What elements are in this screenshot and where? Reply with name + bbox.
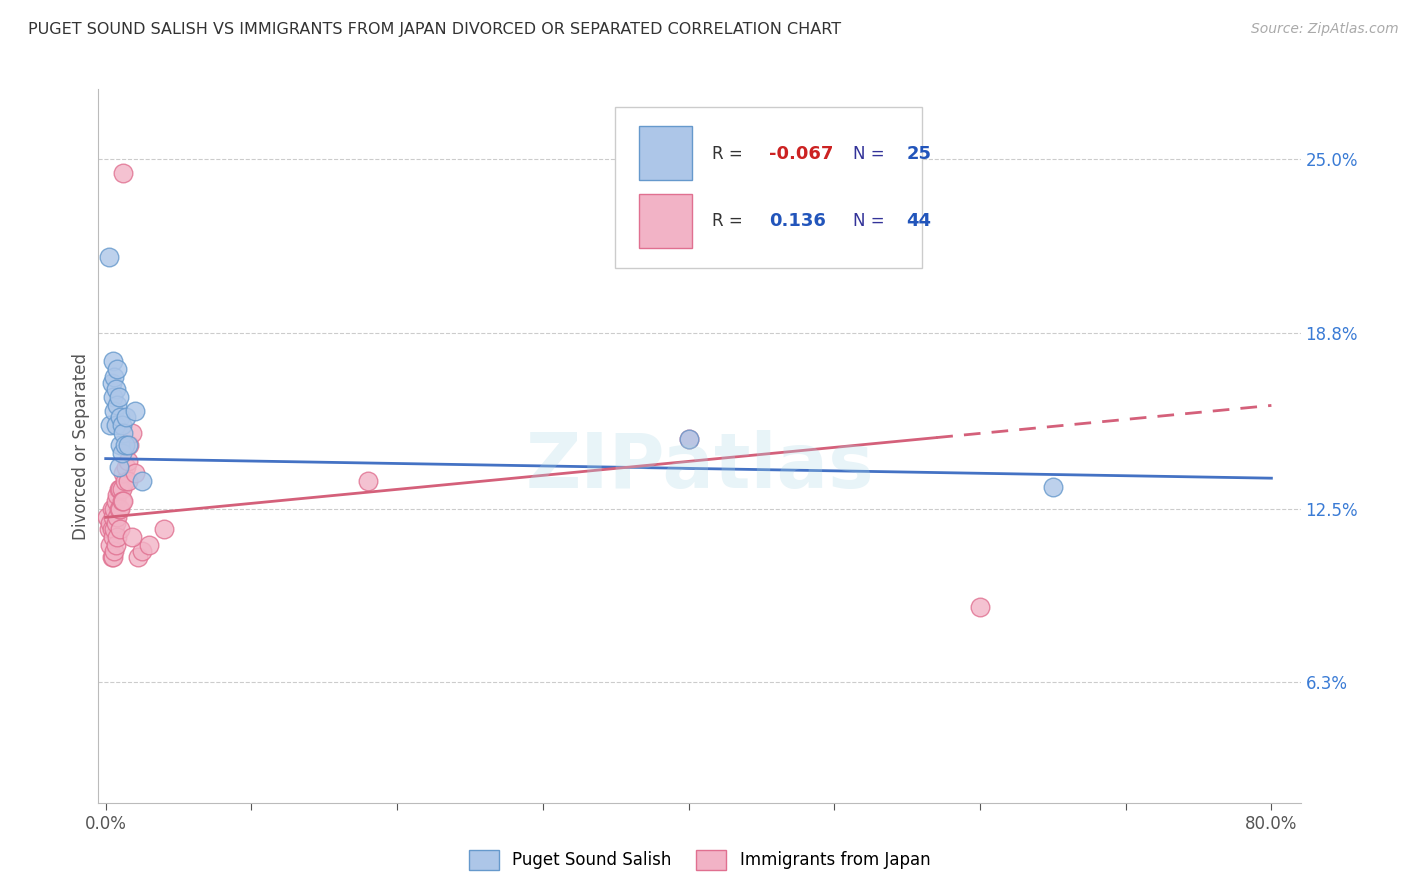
Point [111,493,134,508]
Point [112,466,135,480]
Point [115,409,138,424]
Point [117,474,139,488]
Point [108,483,131,497]
Point [117,437,139,451]
Point [105,530,128,544]
FancyBboxPatch shape [616,107,922,268]
Text: ZIPatlas: ZIPatlas [526,431,873,504]
Point [97,522,120,536]
Point [678,432,700,446]
Point [118,437,141,451]
Point [103,544,125,558]
Text: Source: ZipAtlas.com: Source: ZipAtlas.com [1251,22,1399,37]
Text: 0.136: 0.136 [769,212,827,230]
Point [127,549,149,564]
Point [112,426,135,441]
Point [97,250,120,264]
Point [114,474,136,488]
Point [104,417,127,432]
Point [969,599,991,614]
Point [112,493,135,508]
Point [131,474,153,488]
Point [98,417,121,432]
Text: N =: N = [853,145,890,162]
Text: N =: N = [853,212,890,230]
Point [104,493,127,508]
Y-axis label: Divorced or Separated: Divorced or Separated [72,352,90,540]
Point [111,483,134,497]
Point [153,522,176,536]
Point [110,409,132,424]
Point [101,510,124,524]
Point [105,510,128,524]
Point [112,166,135,180]
Point [110,522,132,536]
Point [121,426,143,441]
Point [110,502,132,516]
Point [117,454,139,468]
Point [100,376,122,390]
Point [101,530,124,544]
Point [111,417,134,432]
Point [115,460,138,475]
Point [108,390,131,404]
Text: R =: R = [711,212,752,230]
Point [103,522,125,536]
Point [124,404,146,418]
Point [98,516,121,530]
Point [108,460,131,475]
Point [678,432,700,446]
Point [104,382,127,396]
Point [1042,479,1064,493]
Point [138,538,160,552]
Point [111,446,134,460]
Point [108,502,131,516]
Point [101,390,124,404]
Point [103,370,125,384]
Point [104,538,127,552]
Point [105,399,128,413]
Point [124,466,146,480]
Point [110,437,132,451]
Point [110,483,132,497]
Point [105,488,128,502]
Point [101,353,124,368]
Text: 44: 44 [907,212,931,230]
FancyBboxPatch shape [640,194,692,248]
Point [104,516,127,530]
Point [103,404,125,418]
Point [98,538,121,552]
Text: 25: 25 [907,145,931,162]
Text: R =: R = [711,145,748,162]
Point [121,530,143,544]
Point [100,502,122,516]
FancyBboxPatch shape [640,126,692,180]
Point [114,437,136,451]
Point [105,362,128,376]
Point [357,474,380,488]
Point [100,549,122,564]
Point [101,549,124,564]
Text: -0.067: -0.067 [769,145,834,162]
Legend: Puget Sound Salish, Immigrants from Japan: Puget Sound Salish, Immigrants from Japa… [463,843,936,877]
Point [100,522,122,536]
Point [103,502,125,516]
Point [131,544,153,558]
Text: PUGET SOUND SALISH VS IMMIGRANTS FROM JAPAN DIVORCED OR SEPARATED CORRELATION CH: PUGET SOUND SALISH VS IMMIGRANTS FROM JA… [28,22,841,37]
Point [96,510,118,524]
